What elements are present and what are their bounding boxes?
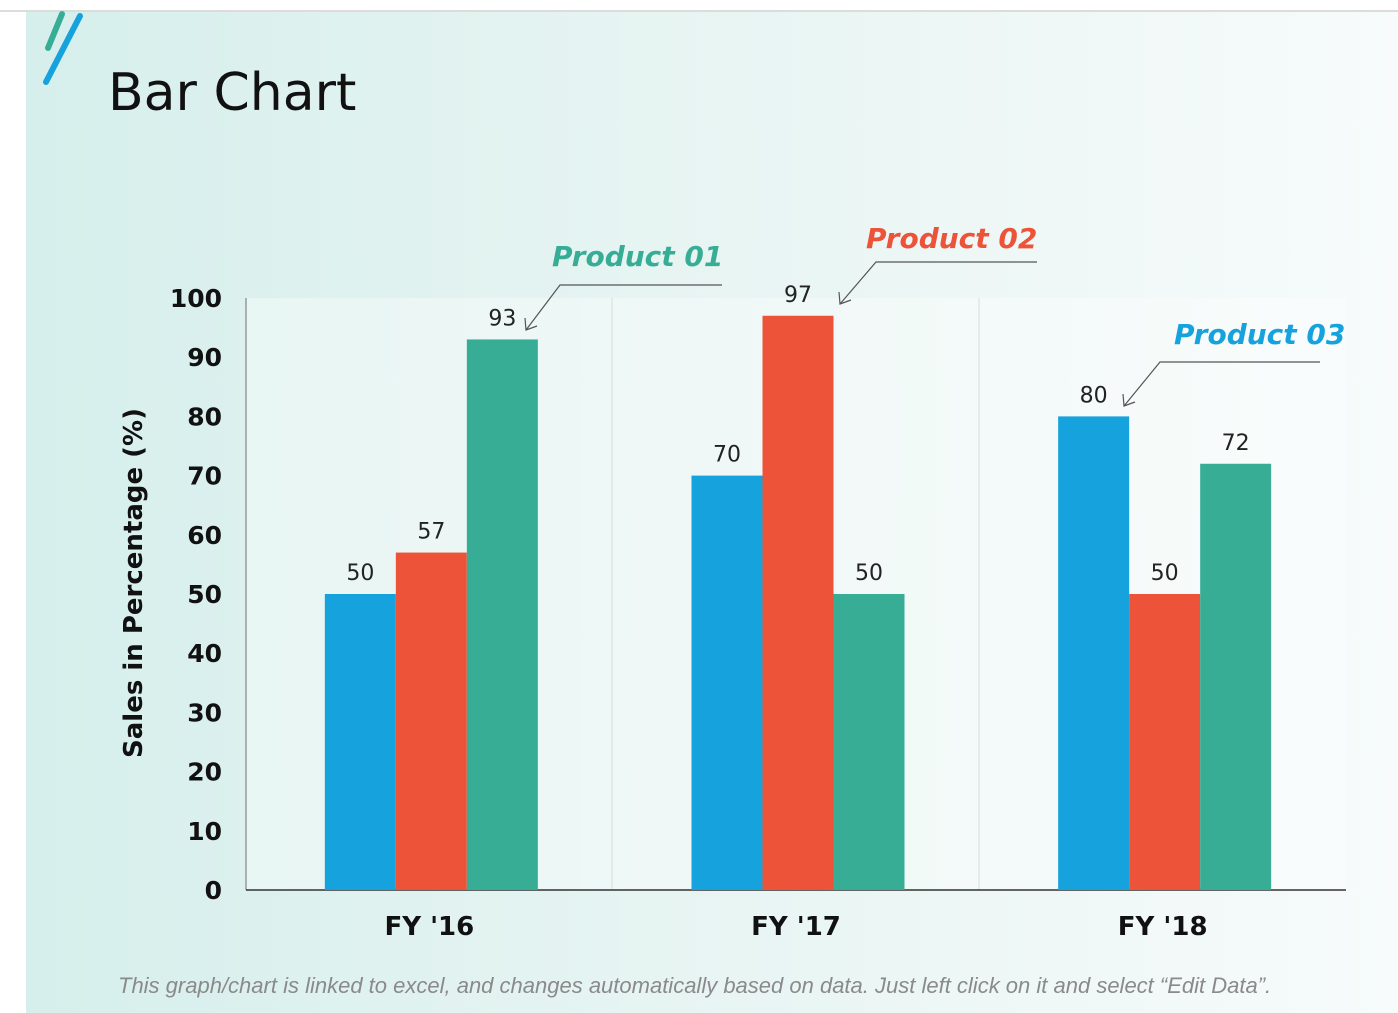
y-tick-label: 20	[187, 758, 222, 787]
callout-product-01: Product 01	[524, 240, 723, 331]
series-label-product-01: Product 01	[552, 240, 723, 273]
data-label: 93	[488, 306, 516, 331]
callout-arrowhead	[1122, 393, 1136, 407]
y-axis-ticks: 0 10 20 30 40 50 60 70 80 90 100	[170, 284, 222, 905]
y-tick-label: 30	[187, 698, 222, 727]
top-divider	[0, 10, 1398, 12]
bar-product-02	[1129, 594, 1201, 890]
data-label: 50	[855, 561, 883, 586]
bar-product-01	[833, 594, 905, 890]
bar-product-03	[324, 594, 396, 890]
y-tick-label: 90	[187, 343, 222, 372]
y-tick-label: 40	[187, 639, 222, 668]
y-tick-label: 80	[187, 402, 222, 431]
y-tick-label: 0	[205, 876, 222, 905]
x-tick-label: FY '16	[384, 912, 474, 942]
bar-product-02	[762, 315, 834, 890]
y-tick-label: 10	[187, 817, 222, 846]
callout-line-product-01	[525, 284, 722, 331]
callout-line-product-03	[1123, 361, 1320, 407]
y-tick-label: 60	[187, 521, 222, 550]
series-label-product-03: Product 03	[1174, 318, 1345, 351]
data-label: 72	[1222, 431, 1250, 456]
callout-product-02: Product 02	[838, 222, 1037, 305]
series-label-product-02: Product 02	[866, 222, 1037, 255]
bar-product-03	[1058, 416, 1130, 890]
data-label: 97	[784, 283, 812, 308]
bar-product-01	[466, 339, 538, 890]
callout-arrowhead	[524, 317, 538, 331]
data-label: 57	[417, 520, 445, 545]
bar-product-02	[395, 552, 467, 890]
data-labels: 50 57 93 70 97 50 80 50 72	[346, 283, 1249, 586]
bars	[324, 315, 1272, 890]
bar-product-03	[691, 475, 763, 890]
callout-line-product-02	[839, 261, 1037, 305]
callout-arrowhead	[838, 291, 852, 305]
x-tick-label: FY '17	[751, 912, 841, 942]
x-tick-label: FY '18	[1118, 912, 1208, 942]
y-tick-label: 70	[187, 462, 222, 491]
data-label: 70	[713, 443, 741, 468]
y-axis-label: Sales in Percentage (%)	[119, 408, 149, 758]
footnote: This graph/chart is linked to excel, and…	[118, 973, 1271, 998]
y-tick-label: 100	[170, 284, 222, 313]
chart-title: Bar Chart	[108, 63, 356, 123]
y-tick-label: 50	[187, 580, 222, 609]
callout-product-03: Product 03	[1122, 318, 1345, 407]
data-label: 80	[1080, 383, 1108, 408]
bar-product-01	[1200, 463, 1272, 890]
x-axis-ticks: FY '16 FY '17 FY '18	[384, 912, 1207, 942]
data-label: 50	[1151, 561, 1179, 586]
corner-logo	[43, 11, 83, 85]
data-label: 50	[346, 561, 374, 586]
